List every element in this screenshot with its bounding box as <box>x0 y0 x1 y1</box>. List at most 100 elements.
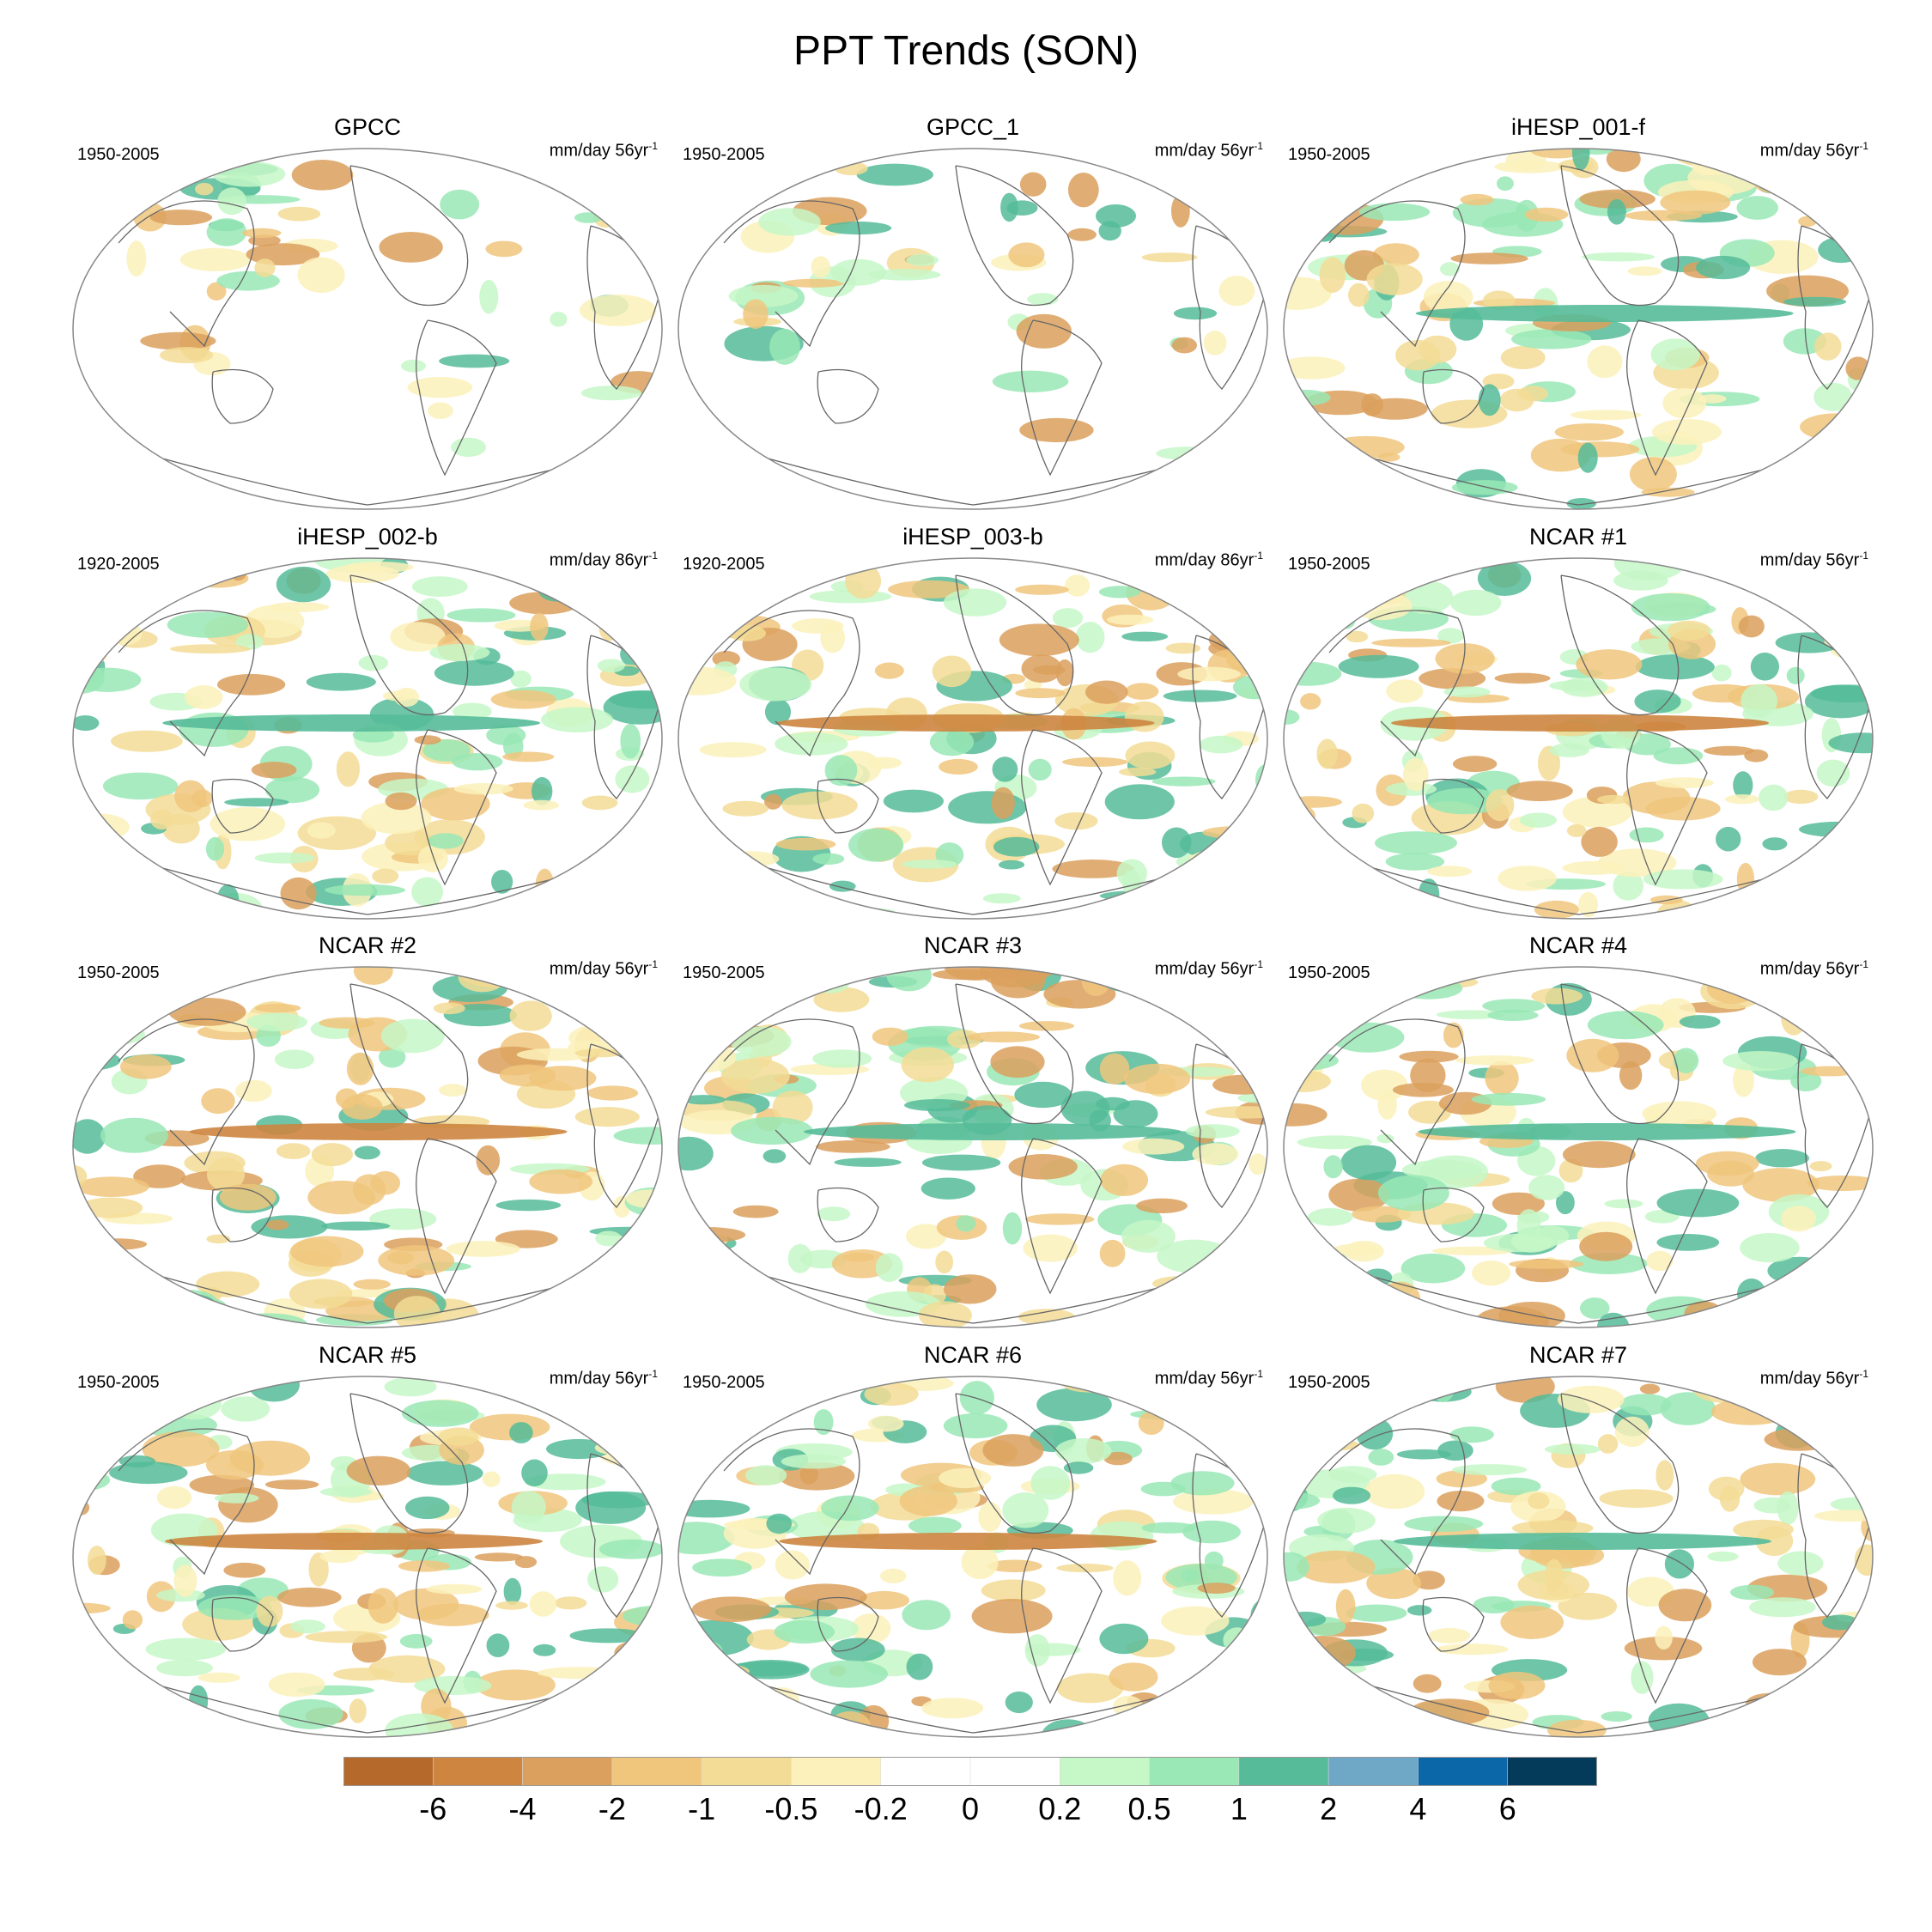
trend-patch <box>604 985 662 1015</box>
trend-patch <box>1795 1702 1845 1720</box>
trend-patch <box>1206 847 1255 860</box>
trend-patch <box>1742 1705 1771 1734</box>
panel-period: 1950-2005 <box>683 145 765 164</box>
trend-patch <box>576 1315 624 1326</box>
trend-patch <box>1356 1417 1394 1450</box>
trend-patch <box>156 1659 213 1677</box>
trend-patch <box>1730 1584 1774 1601</box>
trend-patch <box>1799 860 1819 873</box>
trend-patch <box>73 1049 121 1072</box>
coastline-path <box>1626 729 1708 886</box>
trend-patch <box>1450 252 1528 264</box>
colorbar-segment <box>1238 1757 1329 1786</box>
trend-patch <box>120 858 144 877</box>
trend-patch <box>604 198 642 220</box>
trend-patch <box>874 662 904 679</box>
world-map <box>72 966 663 1328</box>
trend-patch <box>1368 1449 1394 1466</box>
map-panel: iHESP_001-f 1950-2005 mm/day 56yr-1 <box>1278 114 1879 522</box>
coastline-path <box>211 1596 274 1652</box>
panel-period: 1950-2005 <box>1288 1373 1370 1392</box>
colorbar-tick-label: 0.2 <box>1038 1791 1082 1826</box>
trend-patch <box>1065 574 1091 597</box>
trend-patch <box>830 258 886 286</box>
equatorial-band <box>165 1533 544 1550</box>
map-border <box>677 148 1268 510</box>
trend-patch <box>1828 732 1873 754</box>
trend-patch <box>1371 638 1451 647</box>
coastline-path <box>349 574 469 716</box>
trend-patch <box>614 1640 662 1666</box>
trend-patch <box>678 630 713 645</box>
trend-patch <box>1028 758 1052 781</box>
trend-patch <box>86 1238 148 1250</box>
trend-patch <box>1724 794 1760 805</box>
trend-patch <box>1707 974 1759 1004</box>
trend-patch <box>319 1017 375 1029</box>
trend-patch <box>1833 1255 1873 1272</box>
panel-units-text: mm/day 56yr <box>1759 959 1860 979</box>
panel-units: mm/day 56yr-1 <box>550 1368 658 1389</box>
trend-patch <box>732 1205 779 1218</box>
trend-patch <box>1596 794 1630 805</box>
trend-patch <box>1597 1434 1619 1454</box>
trend-patch <box>1202 1394 1259 1404</box>
trend-patch <box>1452 756 1498 773</box>
coastline-path <box>416 1547 497 1704</box>
map-panel: NCAR #7 1950-2005 mm/day 56yr-1 <box>1278 1342 1879 1750</box>
trend-patch <box>111 730 183 752</box>
trend-patch <box>998 860 1025 870</box>
panel-units-exponent: -1 <box>1254 958 1263 970</box>
trend-patch <box>1140 1481 1186 1497</box>
trend-patch <box>544 1303 579 1327</box>
panel-units: mm/day 86yr-1 <box>1155 550 1263 571</box>
trend-patch <box>1346 630 1369 643</box>
trend-patch <box>1821 464 1868 481</box>
trend-patch <box>904 1099 970 1112</box>
trend-patch <box>264 776 320 804</box>
trend-patch <box>813 987 870 1012</box>
trend-patch <box>1667 620 1710 641</box>
trend-patch <box>140 331 216 350</box>
trend-patch <box>495 1601 528 1610</box>
trend-patch <box>1815 592 1873 607</box>
panel-units-exponent: -1 <box>648 550 658 562</box>
trend-patch <box>820 623 846 653</box>
panel-units-exponent: -1 <box>1859 1368 1868 1380</box>
trend-patch <box>254 258 276 277</box>
trend-patch <box>1338 654 1419 678</box>
trend-patch <box>1733 771 1753 799</box>
trend-patch <box>274 1049 314 1069</box>
trend-patch <box>229 1440 311 1476</box>
trend-patch <box>935 1250 954 1274</box>
trend-patch <box>1811 1307 1873 1324</box>
trend-patch <box>1601 1711 1632 1722</box>
trend-field <box>678 1376 1267 1737</box>
coastline-path <box>143 1680 600 1734</box>
trend-patch <box>474 1552 524 1562</box>
trend-patch <box>1056 1673 1124 1704</box>
coastlines <box>723 1393 1266 1734</box>
trend-patch <box>1121 1219 1176 1253</box>
trend-patch <box>817 1206 851 1222</box>
colorbar-tick-label: -4 <box>508 1791 537 1826</box>
trend-patch <box>1377 453 1400 462</box>
trend-patch <box>1524 207 1569 222</box>
trend-patch <box>133 1164 185 1188</box>
trend-patch <box>266 1219 289 1230</box>
trend-patch <box>1733 1063 1754 1097</box>
coastline-path <box>143 1271 600 1324</box>
coastlines <box>118 983 660 1324</box>
trend-patch <box>256 1595 283 1627</box>
trend-patch <box>1832 1425 1873 1443</box>
trend-patch <box>254 1003 301 1013</box>
panel-units: mm/day 56yr-1 <box>1155 140 1263 161</box>
trend-patch <box>1823 1273 1873 1293</box>
trend-patch <box>353 967 393 986</box>
coastlines <box>723 165 1266 506</box>
trend-patch <box>235 634 264 650</box>
trend-patch <box>948 791 1027 824</box>
trend-patch <box>1707 1551 1739 1562</box>
coastline-path <box>723 1428 860 1576</box>
panel-units: mm/day 56yr-1 <box>1760 958 1868 980</box>
